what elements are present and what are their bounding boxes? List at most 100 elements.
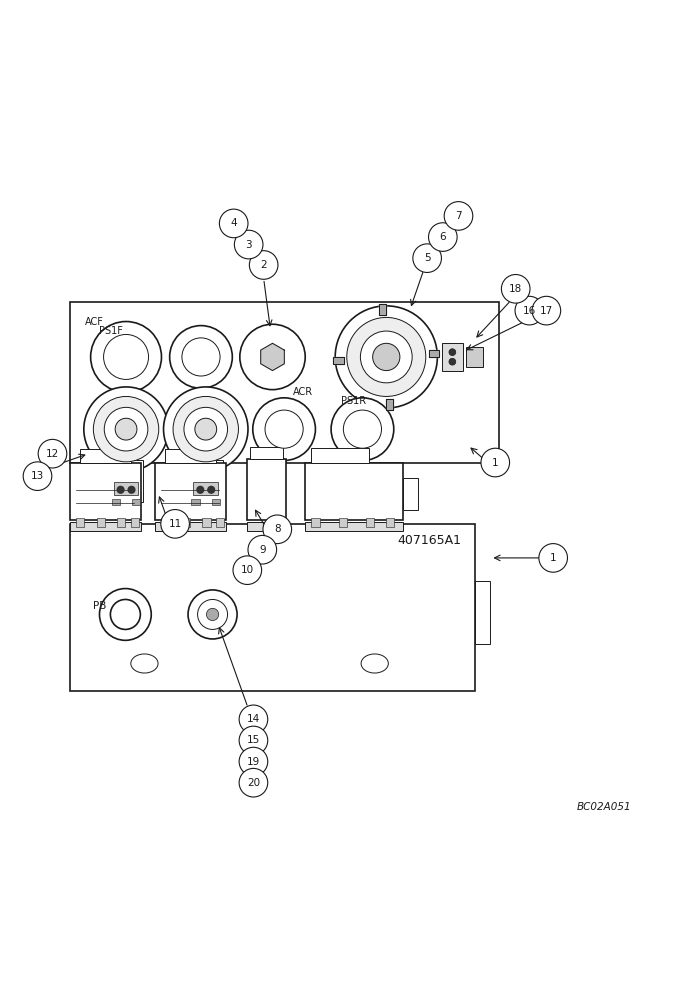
Text: 18: 18: [509, 284, 523, 294]
Circle shape: [195, 418, 217, 440]
Bar: [366, 518, 374, 527]
Text: 19: 19: [247, 757, 260, 767]
Text: 20: 20: [247, 778, 260, 788]
Text: 14: 14: [247, 714, 260, 724]
Circle shape: [335, 306, 437, 408]
Circle shape: [207, 486, 215, 494]
Circle shape: [481, 448, 510, 477]
Bar: [202, 518, 211, 527]
Circle shape: [239, 747, 267, 776]
Text: PS1F: PS1F: [98, 326, 122, 336]
Bar: [96, 518, 105, 527]
Circle shape: [501, 275, 530, 303]
Bar: [70, 302, 499, 463]
Bar: [442, 343, 462, 371]
Bar: [114, 482, 138, 495]
Circle shape: [220, 209, 248, 238]
Circle shape: [188, 590, 237, 639]
Ellipse shape: [361, 654, 389, 673]
Circle shape: [104, 407, 148, 451]
Circle shape: [428, 223, 457, 251]
Bar: [161, 518, 170, 527]
Bar: [155, 522, 226, 531]
Bar: [466, 347, 483, 367]
Circle shape: [343, 410, 382, 448]
Polygon shape: [386, 399, 393, 410]
Bar: [304, 522, 404, 531]
Circle shape: [84, 387, 168, 471]
Bar: [212, 499, 220, 505]
Text: PB: PB: [92, 601, 106, 611]
Circle shape: [347, 317, 426, 396]
Bar: [189, 460, 223, 502]
Bar: [311, 448, 369, 463]
Text: 3: 3: [246, 240, 252, 250]
Circle shape: [444, 202, 473, 230]
Circle shape: [265, 410, 303, 448]
Text: 12: 12: [46, 449, 59, 459]
Bar: [182, 518, 190, 527]
Circle shape: [163, 387, 248, 471]
Circle shape: [360, 331, 412, 383]
Circle shape: [240, 324, 305, 390]
Text: 6: 6: [440, 232, 446, 242]
Bar: [247, 459, 286, 520]
Bar: [386, 518, 395, 527]
Circle shape: [413, 244, 441, 272]
Bar: [311, 518, 319, 527]
Bar: [192, 499, 200, 505]
Circle shape: [198, 599, 228, 629]
Text: 11: 11: [168, 519, 182, 529]
Text: 7: 7: [455, 211, 462, 221]
Bar: [117, 518, 125, 527]
Circle shape: [253, 398, 315, 460]
Text: 9: 9: [259, 545, 265, 555]
Circle shape: [539, 544, 568, 572]
Bar: [131, 518, 139, 527]
Circle shape: [116, 486, 124, 494]
Circle shape: [239, 768, 267, 797]
Bar: [475, 581, 490, 644]
Circle shape: [331, 398, 394, 460]
Circle shape: [239, 705, 267, 734]
Circle shape: [515, 296, 544, 325]
Circle shape: [93, 396, 159, 462]
Circle shape: [170, 326, 233, 388]
Bar: [70, 463, 141, 520]
Text: 8: 8: [274, 524, 280, 534]
Circle shape: [173, 396, 239, 462]
Bar: [70, 522, 141, 531]
Circle shape: [373, 343, 400, 371]
Bar: [80, 449, 131, 463]
Bar: [339, 518, 347, 527]
Circle shape: [90, 322, 161, 392]
Circle shape: [449, 358, 456, 365]
Circle shape: [38, 439, 67, 468]
Text: 13: 13: [31, 471, 44, 481]
Text: 1: 1: [492, 458, 499, 468]
Bar: [77, 518, 85, 527]
Circle shape: [110, 599, 140, 629]
Circle shape: [161, 510, 189, 538]
Text: 16: 16: [523, 306, 536, 316]
Text: ACF: ACF: [86, 317, 104, 327]
Text: 17: 17: [540, 306, 553, 316]
Text: PS1R: PS1R: [341, 396, 366, 406]
Circle shape: [233, 556, 261, 584]
Polygon shape: [333, 357, 344, 364]
Text: 407165A1: 407165A1: [397, 534, 461, 547]
Polygon shape: [428, 350, 439, 357]
Text: 5: 5: [424, 253, 430, 263]
Bar: [165, 449, 216, 463]
Circle shape: [184, 407, 228, 451]
Circle shape: [207, 608, 219, 621]
Bar: [194, 482, 218, 495]
Circle shape: [23, 462, 52, 490]
Polygon shape: [261, 343, 285, 371]
Bar: [109, 460, 143, 502]
Bar: [70, 524, 475, 691]
Bar: [155, 463, 226, 520]
Circle shape: [99, 589, 151, 640]
Bar: [247, 522, 286, 531]
Text: 10: 10: [241, 565, 254, 575]
